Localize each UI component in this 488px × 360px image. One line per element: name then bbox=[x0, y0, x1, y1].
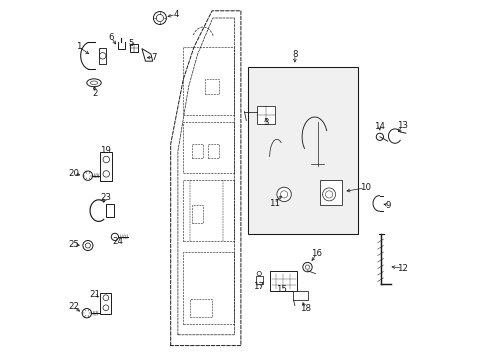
Bar bbox=[99, 48, 106, 64]
Circle shape bbox=[82, 309, 91, 318]
Circle shape bbox=[375, 133, 383, 140]
Bar bbox=[320, 180, 341, 205]
Circle shape bbox=[111, 233, 118, 240]
Text: 16: 16 bbox=[310, 249, 321, 258]
Circle shape bbox=[83, 171, 92, 180]
Circle shape bbox=[302, 262, 311, 272]
Text: 9: 9 bbox=[385, 201, 390, 210]
Bar bbox=[101, 152, 112, 181]
Bar bbox=[192, 144, 203, 158]
Bar bbox=[247, 67, 357, 234]
Bar bbox=[270, 271, 297, 291]
Bar bbox=[106, 204, 114, 217]
Text: 19: 19 bbox=[100, 146, 111, 155]
Circle shape bbox=[82, 240, 93, 251]
Text: 14: 14 bbox=[374, 122, 385, 131]
Circle shape bbox=[276, 187, 291, 202]
Bar bbox=[256, 276, 262, 284]
Text: 21: 21 bbox=[89, 290, 101, 299]
Text: 7: 7 bbox=[151, 53, 157, 62]
Text: 8: 8 bbox=[291, 50, 297, 59]
Text: 4: 4 bbox=[173, 10, 179, 19]
Text: 23: 23 bbox=[100, 193, 111, 202]
Bar bbox=[190, 299, 212, 317]
Text: 11: 11 bbox=[268, 199, 279, 208]
Text: 1: 1 bbox=[76, 42, 81, 51]
Bar bbox=[204, 79, 219, 94]
Text: 17: 17 bbox=[253, 282, 264, 291]
Circle shape bbox=[153, 12, 166, 24]
Bar bbox=[130, 44, 138, 52]
Text: 18: 18 bbox=[300, 304, 310, 313]
Text: 5: 5 bbox=[128, 40, 134, 49]
Text: 3: 3 bbox=[263, 118, 268, 127]
Text: 20: 20 bbox=[68, 169, 79, 178]
Text: 12: 12 bbox=[397, 264, 407, 273]
Text: 22: 22 bbox=[68, 302, 79, 311]
Text: 15: 15 bbox=[276, 285, 287, 294]
Bar bbox=[101, 293, 111, 314]
Text: 25: 25 bbox=[68, 240, 79, 249]
Text: 2: 2 bbox=[92, 89, 98, 98]
Text: 24: 24 bbox=[112, 237, 123, 246]
Bar bbox=[192, 205, 203, 223]
Bar bbox=[257, 106, 275, 124]
Bar bbox=[293, 291, 307, 300]
Text: 10: 10 bbox=[359, 184, 370, 192]
Text: 6: 6 bbox=[108, 33, 114, 42]
Text: 13: 13 bbox=[396, 122, 407, 130]
Bar bbox=[208, 144, 219, 158]
